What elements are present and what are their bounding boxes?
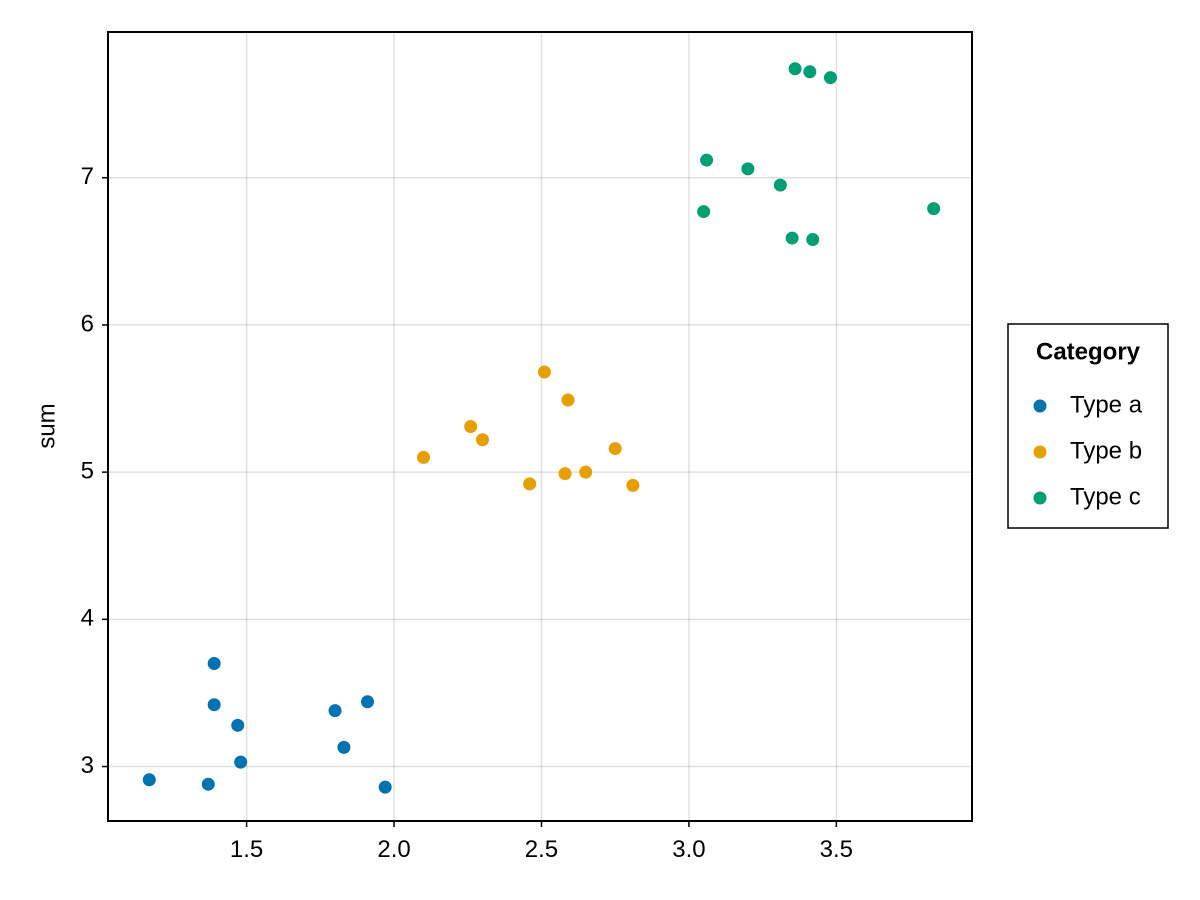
y-tick-label: 7: [81, 163, 94, 190]
data-point-2: [561, 393, 575, 407]
legend-label: Type b: [1070, 437, 1142, 464]
data-point-3: [697, 205, 711, 219]
data-point-1: [328, 704, 342, 718]
legend-label: Type a: [1070, 391, 1143, 418]
legend: Category Type a Type b Type c: [1007, 323, 1169, 529]
y-tick-label: 3: [81, 752, 94, 779]
data-point-2: [626, 478, 640, 492]
x-tick-label: 1.5: [230, 836, 263, 863]
data-point-1: [360, 695, 374, 709]
data-point-2: [579, 465, 593, 479]
data-point-3: [741, 162, 755, 176]
x-tick-label: 2.0: [377, 836, 410, 863]
data-point-2: [608, 442, 622, 456]
x-tick-label: 2.5: [525, 836, 558, 863]
data-point-2: [523, 477, 537, 491]
legend-marker: [1033, 445, 1047, 459]
y-axis-ticks: 3 4 5 6 7: [81, 163, 108, 779]
data-point-1: [201, 777, 215, 791]
y-axis-title: sum: [33, 403, 60, 448]
legend-title: Category: [1036, 338, 1141, 365]
y-tick-label: 4: [81, 605, 94, 632]
data-point-2: [558, 467, 572, 481]
data-point-1: [378, 780, 392, 794]
plot-frame: [107, 31, 973, 822]
data-point-3: [700, 153, 714, 167]
data-point-1: [207, 698, 221, 712]
data-point-3: [788, 62, 802, 76]
data-point-1: [337, 740, 351, 754]
legend-marker: [1033, 491, 1047, 505]
data-point-3: [823, 71, 837, 85]
grid-lines: [108, 32, 972, 821]
data-point-1: [231, 718, 245, 732]
data-point-3: [773, 178, 787, 192]
legend-frame: [1007, 323, 1169, 529]
legend-label: Type c: [1070, 483, 1141, 510]
data-point-1: [207, 656, 221, 670]
data-point-1: [234, 755, 248, 769]
data-point-2: [537, 365, 551, 379]
data-point-3: [785, 231, 799, 245]
y-tick-label: 6: [81, 310, 94, 337]
x-tick-label: 3.0: [672, 836, 705, 863]
data-point-1: [142, 773, 156, 787]
data-point-3: [927, 202, 941, 216]
y-tick-label: 5: [81, 457, 94, 484]
legend-marker: [1033, 399, 1047, 413]
x-axis-ticks: 1.5 2.0 2.5 3.0 3.5: [230, 821, 853, 863]
data-points: [142, 62, 941, 794]
data-point-2: [464, 420, 478, 433]
legend-items: Type a Type b Type c: [1033, 391, 1143, 510]
x-tick-label: 3.5: [820, 836, 853, 863]
data-point-3: [806, 233, 820, 247]
data-point-2: [475, 433, 489, 447]
data-point-2: [417, 450, 431, 464]
data-point-3: [803, 65, 817, 79]
